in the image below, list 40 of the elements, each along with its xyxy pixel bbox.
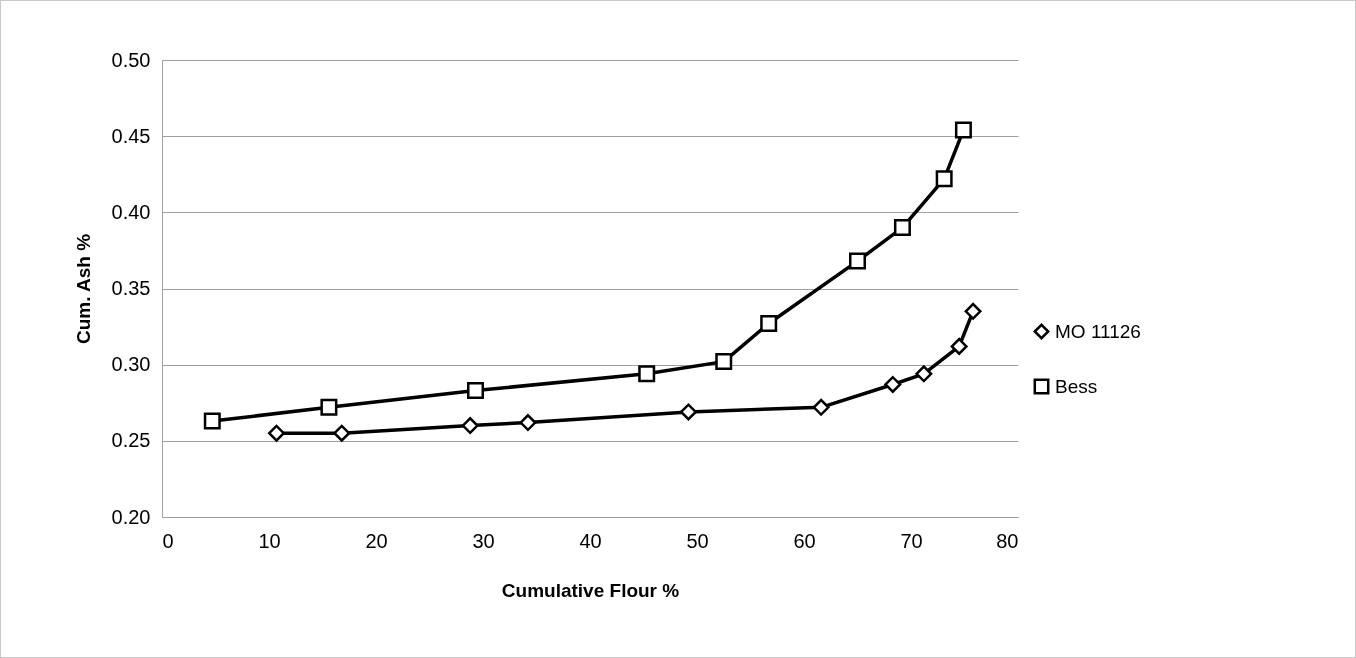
point [203,412,221,430]
x-tick-label: 10 [258,529,281,552]
point [760,315,778,333]
y-tick-label: 0.45 [111,124,151,147]
x-tick-label: 50 [686,529,709,552]
point [638,365,656,383]
y-axis-title: Cum. Ash % [72,233,94,345]
point [461,417,479,435]
x-tick-label: 70 [900,529,923,552]
point [915,365,933,383]
x-tick-label: 0 [162,529,174,552]
x-tick-label: 20 [365,529,388,552]
point [812,398,830,416]
point [954,121,972,139]
point [519,414,537,432]
point [320,398,338,416]
x-tick-label: 40 [579,529,602,552]
y-tick-label: 0.30 [111,353,151,376]
y-tick-label: 0.40 [111,200,151,223]
y-tick-label: 0.25 [111,429,151,452]
point [950,337,968,355]
legend-label: MO 11126 [1055,320,1141,342]
x-tick-label: 80 [996,529,1019,552]
point [893,219,911,237]
y-tick-label: 0.35 [111,277,151,299]
point [884,375,902,393]
point [467,382,485,400]
x-tick-label: 30 [472,529,495,552]
point [715,353,733,371]
x-tick-label: 60 [793,529,816,552]
point [333,424,351,442]
point [679,403,697,421]
legend-label: Bess [1055,375,1098,397]
y-tick-label: 0.50 [111,48,151,71]
point [849,252,866,270]
point [267,424,285,442]
point [964,302,982,320]
point [935,170,953,188]
y-tick-label: 0.20 [111,505,151,528]
x-axis-title: Cumulative Flour % [501,579,680,601]
